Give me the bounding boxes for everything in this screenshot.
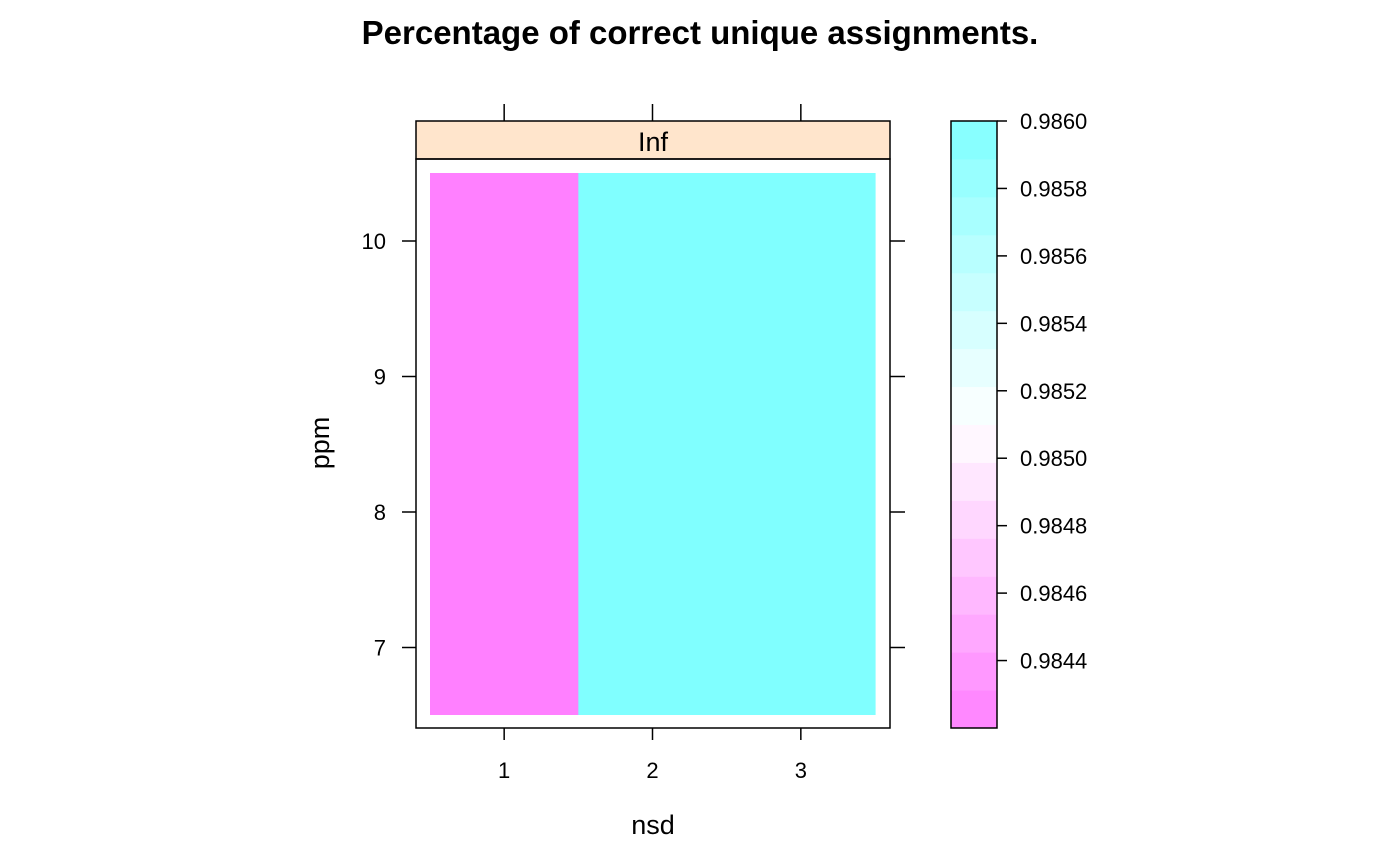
x-tick-label: 2 — [646, 758, 658, 783]
colorbar-segment — [951, 234, 997, 274]
colorbar-tick-label: 0.9846 — [1020, 581, 1087, 606]
colorbar-segment — [951, 462, 997, 501]
heatmap-cell — [430, 173, 579, 715]
colorbar: 0.9844 0.9846 0.9848 0.9850 0.9852 0.9854 0.98… — [950, 109, 1087, 729]
colorbar-segment — [951, 121, 997, 160]
heatmap-cell — [578, 173, 728, 715]
colorbar-segment — [951, 424, 997, 463]
strip-background — [415, 120, 891, 160]
x-axis-label: nsd — [631, 810, 675, 840]
colorbar-tick-label: 0.9844 — [1020, 649, 1087, 674]
heatmap-panel — [430, 173, 876, 715]
colorbar-segment — [951, 348, 997, 388]
y-tick-label: 7 — [374, 636, 386, 661]
x-axis: 1 2 3 — [498, 104, 807, 783]
colorbar-tick-label: 0.9850 — [1020, 446, 1087, 471]
colorbar-segment — [951, 196, 997, 236]
colorbar-tick-label: 0.9854 — [1020, 311, 1087, 336]
colorbar-tick-label: 0.9860 — [1020, 109, 1087, 134]
colorbar-tick-label: 0.9848 — [1020, 514, 1087, 539]
panel-strip-label: Inf — [638, 127, 669, 157]
heatmap-cell — [726, 173, 876, 715]
colorbar-segment — [951, 272, 997, 312]
y-tick-label: 10 — [362, 229, 386, 254]
y-axis-label: ppm — [305, 417, 335, 470]
y-tick-label: 9 — [374, 365, 386, 390]
colorbar-tick-label: 0.9858 — [1020, 176, 1087, 201]
colorbar-segment — [951, 614, 997, 653]
colorbar-tick-label: 0.9852 — [1020, 379, 1087, 404]
colorbar-segment — [951, 500, 997, 539]
colorbar-tick-label: 0.9856 — [1020, 244, 1087, 269]
x-tick-label: 3 — [795, 758, 807, 783]
y-tick-label: 8 — [374, 500, 386, 525]
colorbar-segment — [951, 538, 997, 577]
colorbar-segment — [951, 386, 997, 425]
x-tick-label: 1 — [498, 758, 510, 783]
y-axis: 7 8 9 10 — [362, 229, 905, 661]
colorbar-segment — [951, 310, 997, 350]
colorbar-segment — [951, 652, 997, 691]
colorbar-segment — [951, 158, 997, 198]
chart-title: Percentage of correct unique assignments… — [362, 14, 1039, 51]
colorbar-segment — [951, 576, 997, 615]
colorbar-segment — [951, 690, 997, 729]
colorbar-frame — [950, 120, 998, 729]
